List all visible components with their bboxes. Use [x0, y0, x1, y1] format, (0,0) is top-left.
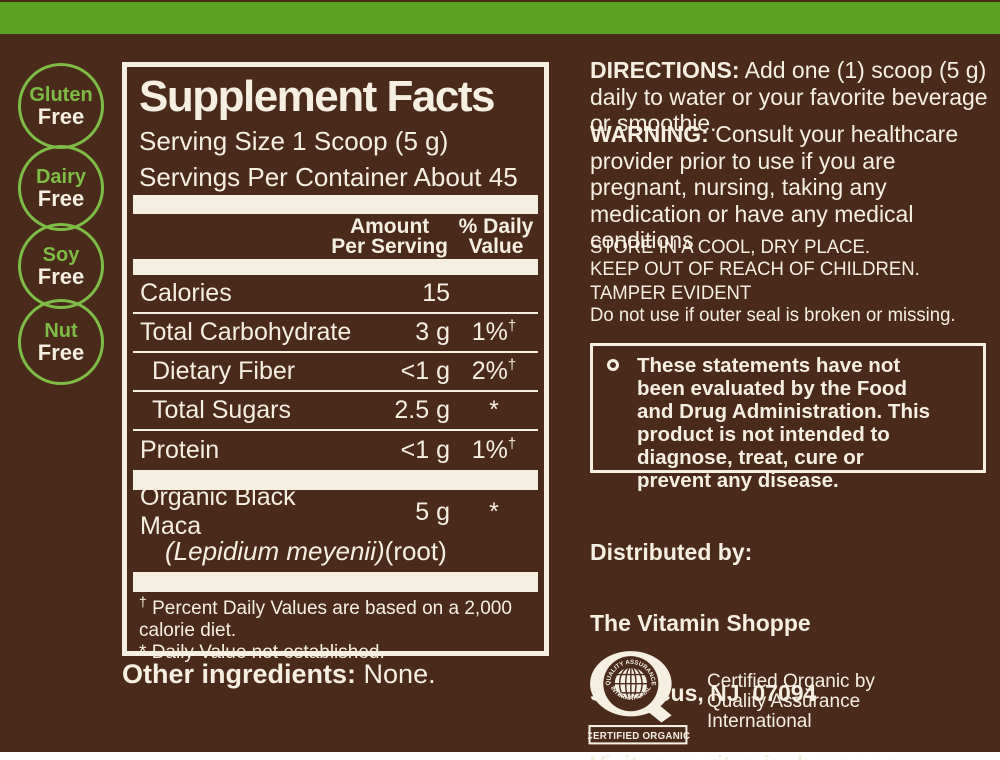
warning-text: Consult your healthcare provider prior t…: [590, 121, 959, 253]
nutrient-row-protein: Protein <1 g 1%†: [133, 431, 538, 470]
qai-certified-organic-logo-icon: QUALITY ASSURANCE INTERNATIONAL CERTIFIE…: [588, 651, 690, 745]
certification-line: Quality Assurance: [707, 691, 861, 712]
amount-header: Amount Per Serving: [331, 215, 448, 258]
tamper-line: Do not use if outer seal is broken or mi…: [590, 303, 956, 326]
tamper-evident-notice: TAMPER EVIDENT Do not use if outer seal …: [590, 282, 956, 326]
nutrient-name: Dietary Fiber: [152, 357, 296, 385]
ingredient-dv: *: [489, 497, 499, 526]
dv-value: 1%: [471, 436, 508, 464]
badge-word: Gluten: [29, 84, 93, 106]
warning-paragraph: WARNING: Consult your healthcare provide…: [590, 121, 994, 254]
footnote-text: Percent Daily Values are based on a 2,00…: [139, 598, 512, 641]
certification-statement: Certified Organic by Quality Assurance I…: [707, 672, 875, 732]
badge-word: Dairy: [35, 166, 87, 188]
dv-dagger: †: [507, 317, 517, 335]
storage-line: KEEP OUT OF REACH OF CHILDREN.: [590, 257, 920, 280]
amount-header-line: Per Serving: [331, 235, 448, 258]
footnote-not-established: * Daily Value not established.: [139, 642, 538, 664]
green-top-bar: [0, 2, 1000, 34]
supplement-facts-panel: Supplement Facts Serving Size 1 Scoop (5…: [122, 62, 549, 663]
nutrient-dv: 1%†: [450, 318, 538, 347]
divider-bar: [133, 259, 538, 275]
amount-header-line: Amount: [349, 215, 430, 238]
nutrient-row-calories: Calories 15: [133, 275, 538, 314]
nutrient-row-dietary-fiber: Dietary Fiber <1 g 2%†: [133, 353, 538, 392]
dv-value: 1%: [471, 318, 508, 346]
certification-line: International: [707, 711, 812, 732]
ingredient-row-black-maca: Organic Black Maca 5 g *: [133, 483, 538, 540]
badge-word: Free: [37, 340, 85, 365]
badge-word: Free: [37, 186, 85, 211]
ingredient-name: Organic Black Maca: [140, 483, 296, 540]
directions-paragraph: DIRECTIONS: Add one (1) scoop (5 g) dail…: [590, 57, 994, 137]
badge-word: Free: [37, 104, 85, 129]
footnote-text: Daily Value not established.: [151, 642, 385, 663]
nutrient-amount: 2.5 g: [394, 396, 450, 424]
daily-value-header-line: Value: [468, 235, 524, 258]
daily-value-header: % Daily Value: [458, 215, 534, 258]
nutrient-name: Total Carbohydrate: [140, 318, 352, 346]
distributor-line: The Vitamin Shoppe: [590, 609, 811, 636]
nutrient-amount: 3 g: [415, 318, 450, 346]
daily-value-header-line: % Daily: [458, 215, 534, 238]
nutrient-dv: *: [450, 396, 538, 425]
nutrient-dv: 1%†: [450, 436, 538, 465]
latin-root: (root): [384, 535, 447, 566]
latin-italic: (Lepidium meyenii): [165, 535, 385, 566]
footnote-daily-values: † Percent Daily Values are based on a 2,…: [139, 595, 538, 642]
nutrient-amount: <1 g: [400, 357, 450, 385]
footnotes: † Percent Daily Values are based on a 2,…: [139, 595, 538, 664]
servings-per-container: Servings Per Container About 45: [139, 162, 518, 192]
certified-organic-box-text: CERTIFIED ORGANIC: [588, 731, 690, 742]
badge-dairy-free: Dairy Free: [18, 145, 104, 231]
column-headers: Amount Per Serving % Daily Value: [133, 215, 534, 258]
storage-line: STORE IN A COOL, DRY PLACE.: [590, 236, 871, 258]
fda-disclaimer-box: These statements have not been evaluated…: [590, 343, 986, 492]
asterisk-symbol: *: [139, 642, 147, 663]
certification-line: Certified Organic by: [707, 671, 875, 692]
nutrient-amount: 15: [422, 279, 450, 307]
directions-label: DIRECTIONS:: [590, 57, 740, 83]
badge-gluten-free: Gluten Free: [18, 63, 104, 149]
nutrient-name: Total Sugars: [152, 396, 291, 424]
badge-word: Free: [37, 264, 85, 289]
ingredient-latin-name: (Lepidium meyenii) (root): [133, 534, 538, 568]
fda-disclaimer-text: These statements have not been evaluated…: [637, 354, 931, 492]
dv-value: *: [489, 396, 499, 424]
panel-title: Supplement Facts: [139, 72, 495, 121]
tamper-line: TAMPER EVIDENT: [590, 282, 752, 304]
badge-soy-free: Soy Free: [18, 223, 104, 309]
ingredient-amount: 5 g: [415, 497, 450, 526]
distributor-line: Distributed by:: [590, 539, 753, 565]
distributor-website: Visit www.vitaminshoppe.com: [590, 752, 920, 760]
nutrient-name: Protein: [140, 436, 220, 464]
badge-nut-free: Nut Free: [18, 299, 104, 385]
other-ingredients-value: None.: [356, 659, 436, 689]
divider-bar: [133, 572, 538, 592]
nutrient-dv: 2%†: [450, 357, 538, 386]
warning-label: WARNING:: [590, 121, 709, 147]
badge-word: Soy: [42, 244, 80, 266]
directions-text: Add one (1) scoop (5 g) daily to water o…: [590, 57, 988, 136]
badge-word: Nut: [44, 320, 78, 342]
other-ingredients-label: Other ingredients:: [122, 659, 357, 689]
dv-dagger: †: [507, 435, 517, 453]
nutrient-row-total-sugars: Total Sugars 2.5 g *: [133, 392, 538, 431]
divider-bar: [133, 470, 538, 490]
nutrient-name: Calories: [140, 279, 232, 307]
storage-instructions: STORE IN A COOL, DRY PLACE. KEEP OUT OF …: [590, 236, 920, 280]
dagger-symbol: †: [139, 593, 147, 610]
nutrient-amount: <1 g: [400, 436, 450, 464]
serving-size: Serving Size 1 Scoop (5 g): [139, 126, 449, 156]
divider-bar: [133, 195, 538, 214]
circle-bullet-icon: [607, 359, 619, 371]
dv-dagger: †: [507, 356, 517, 374]
dv-value: 2%: [471, 357, 508, 385]
nutrient-row-total-carbohydrate: Total Carbohydrate 3 g 1%†: [133, 314, 538, 353]
other-ingredients: Other ingredients: None.: [122, 659, 436, 690]
